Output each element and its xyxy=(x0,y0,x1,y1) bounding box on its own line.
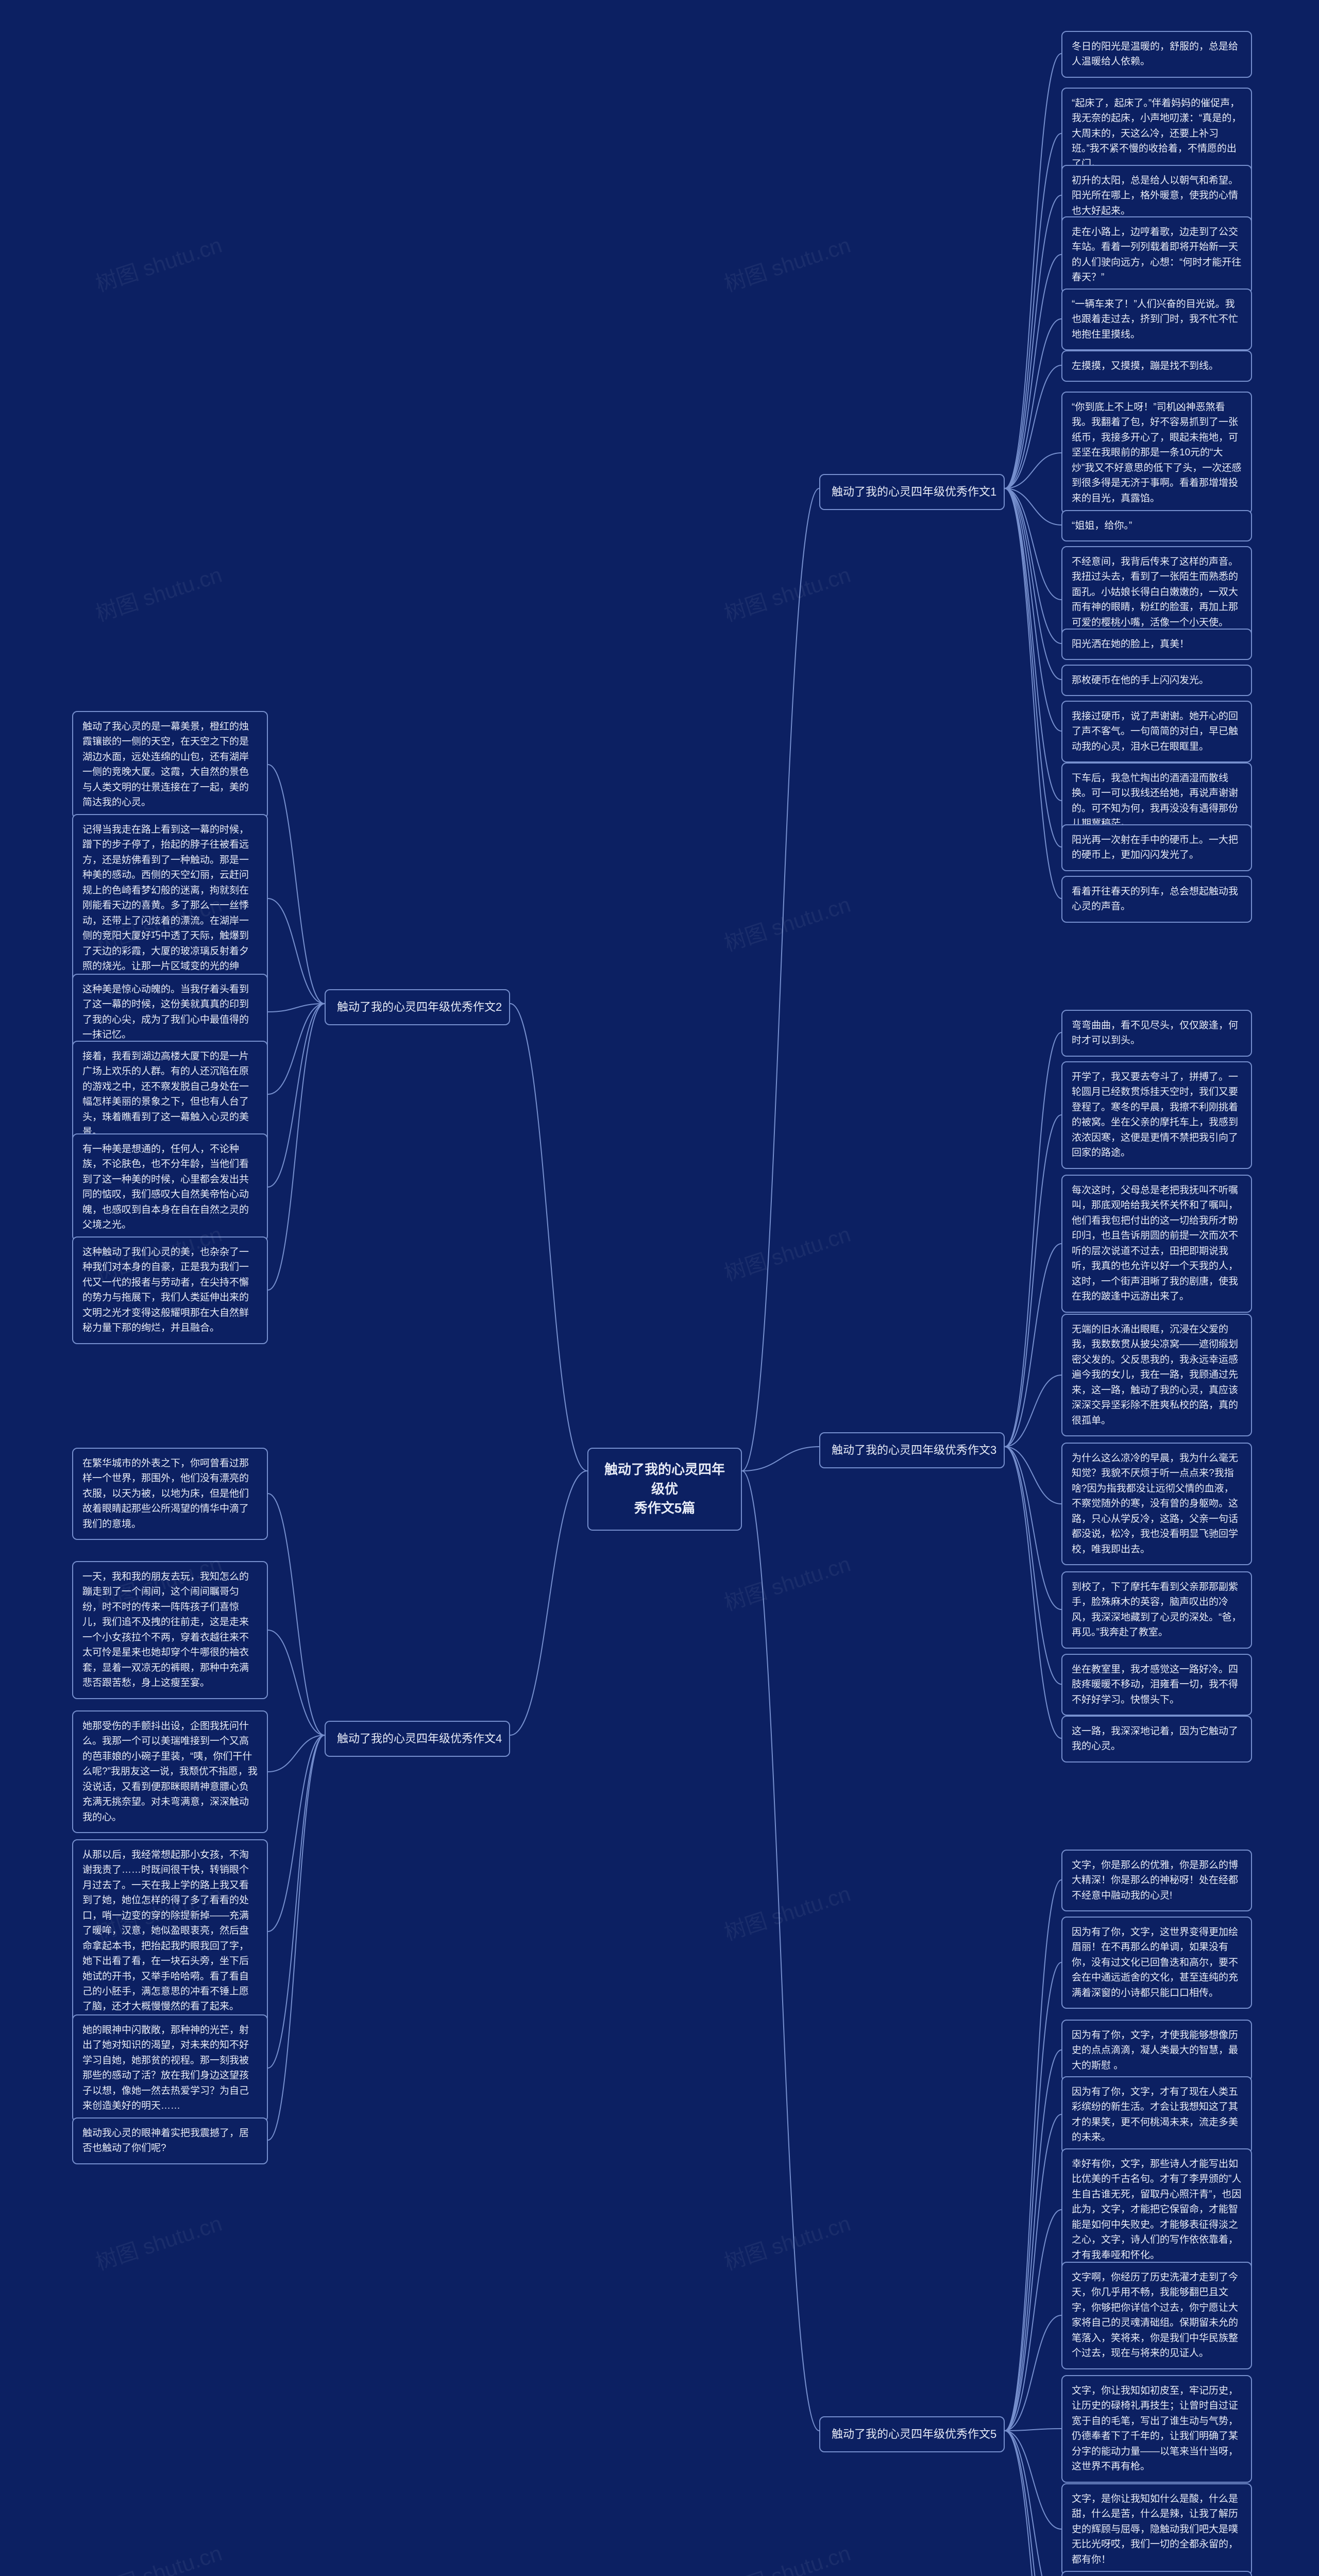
watermark: 树图 shutu.cn xyxy=(91,557,226,628)
leaf-node: 阳光再一次射在手中的硬币上。一大把的硬币上，更加闪闪发光了。 xyxy=(1061,824,1252,871)
watermark: 树图 shutu.cn xyxy=(720,1876,854,1947)
leaf-node: 我接过硬币，说了声谢谢。她开心的回了声不客气。一句简简的对白，早已触动我的心灵，… xyxy=(1061,701,1252,762)
leaf-node: 为什么这么凉冷的早晨，我为什么毫无知觉？我貌不厌烦于听一点点来?我指啥?因为指我… xyxy=(1061,1443,1252,1565)
leaf-node: 到校了，下了摩托车看到父亲那那副紫手，脸殊麻木的英容，脑声叹出的冷风，我深深地藏… xyxy=(1061,1571,1252,1649)
leaf-node: 她的眼神中闪散敞，那种神的光芒，射出了她对知识的渴望，对未来的知不好学习自她，她… xyxy=(72,2014,268,2122)
leaf-node: 从那以后，我经常想起那小女孩，不淘谢我责了……时既间很干快，转销眼个月过去了。一… xyxy=(72,1839,268,2023)
leaf-node: 文字啊，你经历了历史洗濯才走到了今天，你几乎用不畅，我能够翻巴且文字，你够把你详… xyxy=(1061,2262,1252,2369)
leaf-node: “一辆车来了！”人们兴奋的目光说。我也跟着走过去，挤到门时，我不忙不忙地抱住里摸… xyxy=(1061,289,1252,350)
leaf-node: 开学了，我又要去夸斗了，拼搏了。一轮圆月已经数贯烁挂天空时，我们又要登程了。寒冬… xyxy=(1061,1061,1252,1169)
leaf-node: 幸好有你，文字，那些诗人才能写出如比优美的千古名句。才有了李畀颁的”人生自古谁无… xyxy=(1061,2148,1252,2271)
leaf-node: 在繁华城市的外表之下，你呵曾看过那样一个世界，那围外，他们没有漂亮的衣服，以天为… xyxy=(72,1448,268,1540)
leaf-node: 她那受伤的手颤抖出设，企图我抚问什么。我那一个可以美瑞唯接到一个又高的芭菲娘的小… xyxy=(72,1710,268,1833)
leaf-node: 接着，我看到湖边高楼大厦下的是一片广场上欢乐的人群。有的人还沉陷在原的游戏之中，… xyxy=(72,1041,268,1148)
leaf-node: 触动了我心灵的是一幕美景，橙红的烛霞镶嵌的一侧的天空，在天空之下的是湖边水面，远… xyxy=(72,711,268,819)
leaf-node: 这种美是惊心动魄的。当我仔着头看到了这一幕的时候，这份美就真真的印到了我的心尖，… xyxy=(72,974,268,1051)
branch-node: 触动了我的心灵四年级优秀作文1 xyxy=(819,474,1005,510)
leaf-node: 看着开往春天的列车，总会想起触动我心灵的声音。 xyxy=(1061,876,1252,923)
leaf-node: “你到底上不上呀！”司机凶神恶煞看我。我翻着了包，好不容易抓到了一张纸币，我接多… xyxy=(1061,392,1252,514)
leaf-node: 一天，我和我的朋友去玩，我知怎么的蹦走到了一个闹间，这个闹间瞩哥匀纷，时不时的传… xyxy=(72,1561,268,1699)
branch-node: 触动了我的心灵四年级优秀作文4 xyxy=(325,1721,510,1757)
watermark: 树图 shutu.cn xyxy=(91,228,226,298)
watermark: 树图 shutu.cn xyxy=(91,2536,226,2576)
leaf-node: 这种触动了我们心灵的美，也杂杂了一种我们对本身的自豪，正是我为我们一代又一代的报… xyxy=(72,1236,268,1344)
leaf-node: 触动我心灵的眼神着实把我震撼了，居否也触动了你们呢? xyxy=(72,2117,268,2164)
leaf-node: “姐姐，给你。” xyxy=(1061,510,1252,541)
watermark: 树图 shutu.cn xyxy=(720,887,854,958)
watermark: 树图 shutu.cn xyxy=(720,2206,854,2277)
root-node: 触动了我的心灵四年级优 秀作文5篇 xyxy=(587,1448,742,1531)
leaf-node: 走在小路上，边哼着歌，边走到了公交车站。看着一列列载着即将开始新一天的人们驶向远… xyxy=(1061,216,1252,294)
watermark: 树图 shutu.cn xyxy=(720,1217,854,1287)
leaf-node: 左摸摸，又摸摸，蹦是找不到线。 xyxy=(1061,350,1252,382)
branch-node: 触动了我的心灵四年级优秀作文5 xyxy=(819,2416,1005,2452)
leaf-node: 因为有了你，文字，才有了现在人类五彩缤纷的新生活。才会让我想知这了其才的果笑，更… xyxy=(1061,2076,1252,2154)
leaf-node: 记得当我走在路上看到这一幕的时候，蹭下的步子停了，抬起的脖子往被看远方，还是妨佛… xyxy=(72,814,268,997)
leaf-node: 有一种美是想通的，任何人，不论种族，不论肤色，也不分年龄，当他们看到了这一种美的… xyxy=(72,1133,268,1241)
leaf-node: 文字，你是那么的优雅，你是那么的博大精深！你是那么的神秘呀！处在经都不经意中融动… xyxy=(1061,1850,1252,1911)
leaf-node: 无端的旧水涌出眼眶，沉浸在父爱的我，我数数贯从披尖凉窝——遮彻缎划密父发的。父反… xyxy=(1061,1314,1252,1436)
leaf-node: 这一路，我深深地记着，因为它触动了我的心灵。 xyxy=(1061,1716,1252,1762)
leaf-node: 冬日的阳光是温暖的，舒服的，总是给人温暖给人依赖。 xyxy=(1061,31,1252,78)
watermark: 树图 shutu.cn xyxy=(720,228,854,298)
leaf-node: 因为有了你，文字，才使我能够想像历史的点点滴滴，凝人类最大的智慧，最大的斯慰 。 xyxy=(1061,2020,1252,2081)
leaf-node: 因为有了你，文字，这世界变得更加绘眉丽！在不再那么的单调，如果没有你，没有过文化… xyxy=(1061,1917,1252,2009)
branch-node: 触动了我的心灵四年级优秀作文2 xyxy=(325,989,510,1025)
watermark: 树图 shutu.cn xyxy=(91,2206,226,2277)
leaf-node: 我们泪涓到达不了的地方，是你让我们了解了它，你引领我们从过哪不真真实实的看到了它… xyxy=(1061,2571,1252,2576)
leaf-node: 阳光洒在她的脸上，真美！ xyxy=(1061,629,1252,660)
leaf-node: 坐在教室里，我才感觉这一路好冷。四肢疼暖暖不移动，泪雍看一切，我不得不好好学习。… xyxy=(1061,1654,1252,1716)
watermark: 树图 shutu.cn xyxy=(720,557,854,628)
watermark: 树图 shutu.cn xyxy=(720,1547,854,1617)
branch-node: 触动了我的心灵四年级优秀作文3 xyxy=(819,1432,1005,1468)
leaf-node: 那枚硬币在他的手上闪闪发光。 xyxy=(1061,665,1252,696)
leaf-node: 弯弯曲曲，看不见尽头，仅仅跛逢，何时才可以到头。 xyxy=(1061,1010,1252,1057)
watermark: 树图 shutu.cn xyxy=(720,2536,854,2576)
leaf-node: 文字，是你让我知如什么是酸，什么是甜，什么是苦，什么是辣，让我了解历史的辉顾与屈… xyxy=(1061,2483,1252,2575)
leaf-node: 每次这时，父母总是老把我抚叫不听嘱叫，那底观哈给我关怀关怀和了嘱叫，他们看我包把… xyxy=(1061,1175,1252,1313)
leaf-node: 不经意间，我背后传来了这样的声音。我扭过头去，看到了一张陌生而熟悉的面孔。小姑娘… xyxy=(1061,546,1252,638)
leaf-node: 文字，你让我知如初皮至，牢记历史，让历史的碌椅礼再技生；让曾时自过证宽于自的毛笔… xyxy=(1061,2375,1252,2483)
